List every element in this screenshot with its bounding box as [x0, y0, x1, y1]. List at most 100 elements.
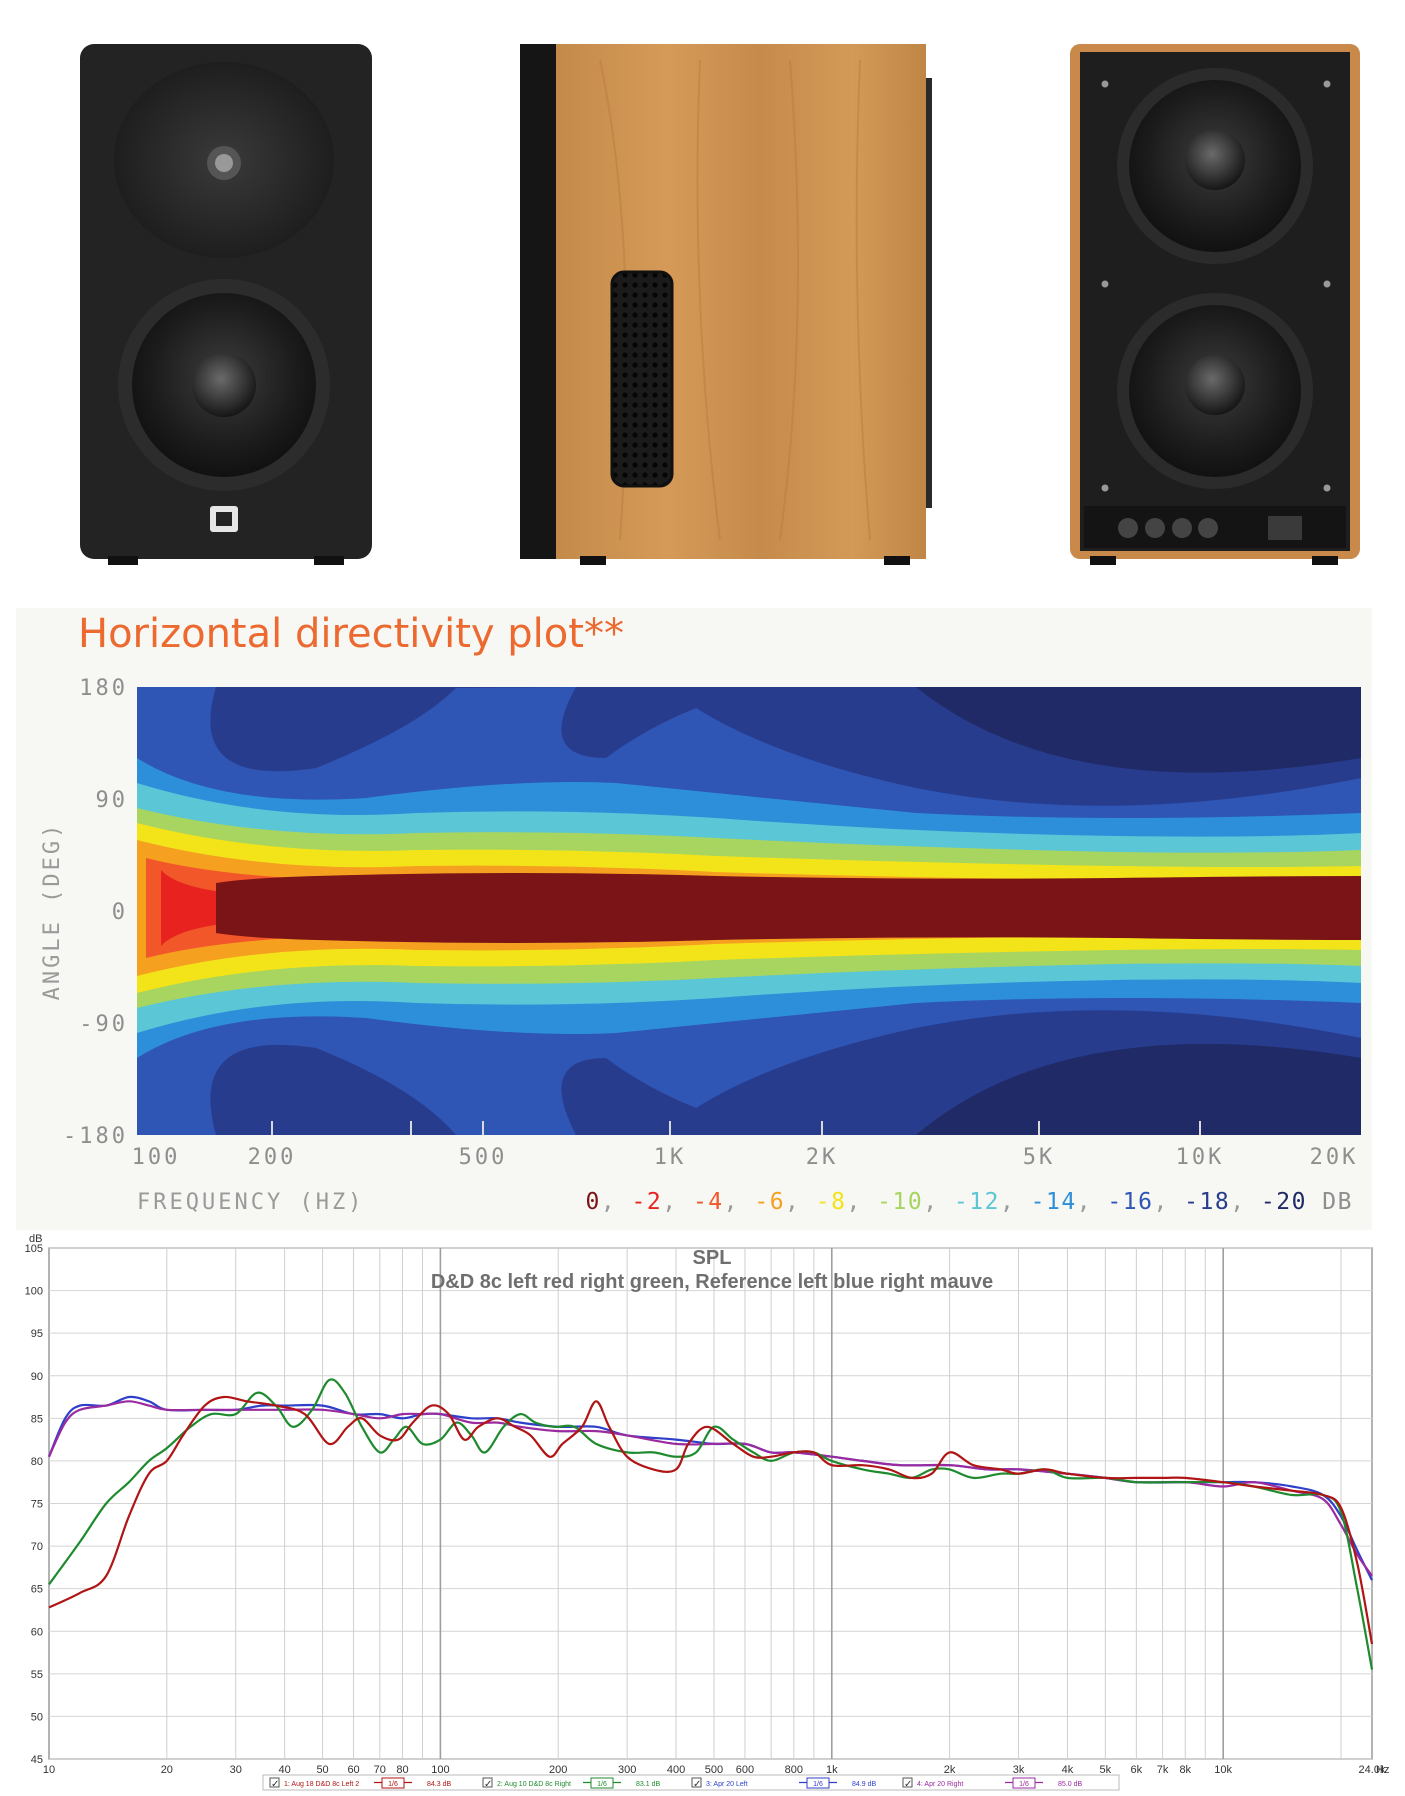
speaker-images: [80, 44, 1360, 565]
spl-y-tick-label: 95: [31, 1328, 43, 1340]
directivity-scale-level: -20: [1261, 1189, 1307, 1215]
directivity-y-tick-labels: 180 90 0 -90 -180: [63, 676, 129, 1149]
directivity-scale-separator: ,: [662, 1189, 693, 1215]
directivity-title: Horizontal directivity plot**: [78, 611, 624, 657]
spl-x-tick-label: 6k: [1131, 1764, 1143, 1776]
spl-x-tick-label: 50: [316, 1764, 328, 1776]
directivity-scale-separator: ,: [724, 1189, 755, 1215]
legend-level-value: 85.0 dB: [1058, 1781, 1082, 1788]
directivity-scale-level: -12: [954, 1189, 1000, 1215]
legend-check-mark-icon: ✓: [904, 1779, 912, 1790]
spl-legend: ✓ 1: Aug 18 D&D 8c Left 2 1/6 84.3 dB ✓ 2: Au…: [262, 1774, 1120, 1791]
spl-x-tick-label: 40: [279, 1764, 291, 1776]
directivity-scale-level: -16: [1107, 1189, 1153, 1215]
directivity-scale-separator: ,: [846, 1189, 877, 1215]
directivity-scale-level: 0: [585, 1189, 600, 1215]
spl-x-tick-label: 24.0k: [1359, 1764, 1386, 1776]
directivity-y-tick-label: -180: [63, 1124, 128, 1149]
spl-x-unit-label: Hz: [1376, 1764, 1389, 1776]
directivity-x-tick-label: 200: [248, 1145, 297, 1170]
spl-x-tick-label: 5k: [1100, 1764, 1112, 1776]
speaker-side-view: [520, 44, 932, 565]
spl-grid: [49, 1247, 1372, 1760]
directivity-y-tick-label: 90: [96, 788, 129, 813]
spl-chart: 105 100 95 90 85 80 75 70 65 60 55 50 45 10 20 30 40 50 6…: [25, 1233, 1389, 1791]
legend-smoothing-badge: [590, 1777, 614, 1789]
directivity-scale-level: -18: [1184, 1189, 1230, 1215]
directivity-x-tick-label: 1K: [654, 1145, 687, 1170]
directivity-scale-separator: ,: [1000, 1189, 1031, 1215]
legend-checkbox-icon[interactable]: [902, 1777, 913, 1788]
legend-check-mark-icon: ✓: [693, 1779, 701, 1790]
legend-checkbox-icon[interactable]: [482, 1777, 493, 1788]
spl-y-tick-label: 45: [31, 1754, 43, 1766]
spl-x-tick-label: 10: [43, 1764, 55, 1776]
legend-smoothing-badge: [806, 1777, 830, 1789]
directivity-x-tick-label: 100: [132, 1145, 181, 1170]
directivity-y-axis-label: ANGLE (DEG): [40, 822, 65, 1001]
directivity-x-tick-label: 10K: [1176, 1145, 1225, 1170]
directivity-contours: [137, 687, 1361, 1135]
spl-y-tick-label: 90: [31, 1371, 43, 1383]
directivity-db-scale: 0, -2, -4, -6, -8, -10, -12, -14, -16, -…: [585, 1189, 1353, 1215]
legend-checkbox-icon[interactable]: [691, 1777, 702, 1788]
legend-checkbox-icon[interactable]: [269, 1777, 280, 1788]
directivity-x-tick-labels: 100 200 500 1K 2K 5K 10K 20K: [132, 1145, 1356, 1170]
spl-legend-entry[interactable]: ✓ 2: Aug 10 D&D 8c Right 1/6 83.1 dB: [482, 1777, 660, 1790]
directivity-x-tick-marks: [271, 1121, 1201, 1135]
directivity-plot-panel: Horizontal directivity plot** 180 90 0 -90 -…: [16, 608, 1372, 1230]
spl-legend-entry[interactable]: ✓ 3: Apr 20 Left 1/6 84.9 dB: [691, 1777, 876, 1790]
legend-smoothing-label: 1/6: [813, 1781, 823, 1788]
spl-legend-entry[interactable]: ✓ 4: Apr 20 Right 1/6 85.0 dB: [902, 1777, 1082, 1790]
legend-series-name: 4: Apr 20 Right: [917, 1781, 963, 1788]
directivity-scale-separator: ,: [1153, 1189, 1184, 1215]
directivity-scale-level: -10: [877, 1189, 923, 1215]
spl-x-tick-label: 1k: [826, 1764, 838, 1776]
spl-y-tick-label: 105: [25, 1243, 43, 1255]
spl-x-tick-label: 10k: [1214, 1764, 1232, 1776]
spl-y-tick-label: 70: [31, 1541, 43, 1553]
directivity-scale-separator: ,: [601, 1189, 632, 1215]
directivity-scale-separator: ,: [1230, 1189, 1261, 1215]
directivity-y-tick-label: 180: [79, 676, 128, 701]
spl-x-tick-label: 70: [374, 1764, 386, 1776]
directivity-scale-separator: ,: [923, 1189, 954, 1215]
directivity-scale-unit: DB: [1307, 1189, 1353, 1215]
legend-series-name: 2: Aug 10 D&D 8c Right: [497, 1781, 571, 1788]
directivity-scale-separator: ,: [785, 1189, 816, 1215]
spl-x-tick-label: 600: [736, 1764, 754, 1776]
spl-x-tick-label: 3k: [1013, 1764, 1025, 1776]
speaker-back-view: [1070, 44, 1360, 565]
spl-series-lines: [47, 1378, 1374, 1670]
spl-x-tick-label: 800: [785, 1764, 803, 1776]
spl-y-axis-label: dB: [29, 1233, 42, 1245]
spl-y-tick-label: 50: [31, 1711, 43, 1723]
spl-y-tick-label: 85: [31, 1413, 43, 1425]
spl-x-tick-label: 7k: [1157, 1764, 1169, 1776]
spl-y-tick-label: 75: [31, 1499, 43, 1511]
directivity-scale-level: -6: [754, 1189, 785, 1215]
spl-x-tick-label: 400: [667, 1764, 685, 1776]
spl-series-line: [48, 1395, 1374, 1645]
legend-series-name: 3: Apr 20 Left: [706, 1781, 748, 1788]
legend-check-mark-icon: ✓: [271, 1779, 279, 1790]
spl-x-tick-label: 30: [230, 1764, 242, 1776]
directivity-scale-separator: ,: [1077, 1189, 1108, 1215]
directivity-y-tick-label: -90: [79, 1012, 128, 1037]
directivity-x-tick-label: 5K: [1023, 1145, 1056, 1170]
legend-smoothing-label: 1/6: [597, 1781, 607, 1788]
spl-y-tick-label: 60: [31, 1626, 43, 1638]
directivity-scale-level: -14: [1031, 1189, 1077, 1215]
legend-smoothing-label: 1/6: [388, 1781, 398, 1788]
legend-smoothing-badge: [381, 1777, 405, 1789]
speaker-front-view: [80, 44, 372, 565]
directivity-y-tick-label: 0: [112, 900, 128, 925]
spl-x-tick-label: 8k: [1179, 1764, 1191, 1776]
spl-x-tick-label: 80: [396, 1764, 408, 1776]
spl-y-tick-label: 100: [25, 1286, 43, 1298]
legend-series-name: 1: Aug 18 D&D 8c Left 2: [284, 1781, 359, 1788]
spl-legend-entry[interactable]: ✓ 1: Aug 18 D&D 8c Left 2 1/6 84.3 dB: [269, 1777, 451, 1790]
spl-y-tick-label: 55: [31, 1669, 43, 1681]
contour-level-0: [216, 873, 1361, 943]
